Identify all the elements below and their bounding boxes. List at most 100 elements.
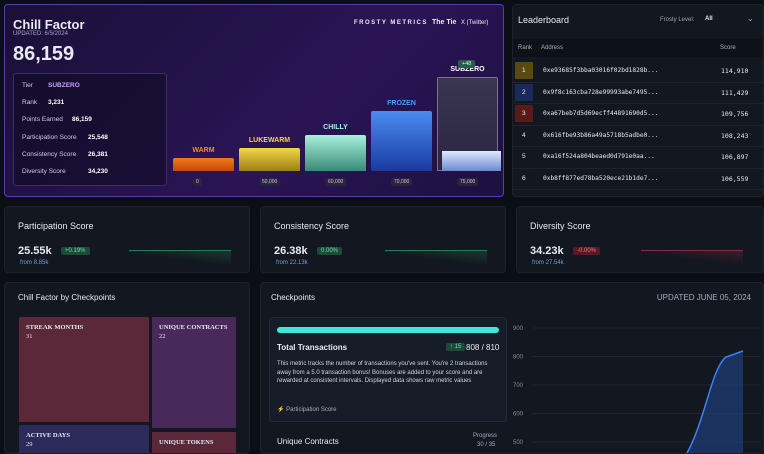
tier-bar bbox=[239, 148, 300, 171]
tier-threshold: 0 bbox=[193, 178, 202, 186]
row-divider bbox=[513, 146, 763, 147]
tier-bar bbox=[371, 111, 432, 171]
card-title: Diversity Score bbox=[530, 221, 591, 231]
card-change: 0.00% bbox=[317, 247, 343, 255]
tier-name: CHILLY bbox=[323, 124, 348, 131]
row-divider bbox=[513, 103, 763, 104]
address[interactable]: 0x9f8c163cba728e99993abe7495... bbox=[543, 88, 659, 96]
rank: 2 bbox=[522, 88, 526, 96]
filter-dropdown[interactable]: All bbox=[705, 16, 713, 22]
y-tick-label: 500 bbox=[513, 440, 524, 446]
stat-value: 26,381 bbox=[88, 150, 108, 158]
tier-bar bbox=[305, 135, 366, 171]
score: 111,429 bbox=[721, 88, 749, 97]
treemap-title: Chill Factor by Checkpoints bbox=[18, 293, 116, 302]
rank: 4 bbox=[522, 131, 526, 139]
card-value: 26.38k bbox=[274, 245, 308, 257]
progress-chart: 900 800 700 600 500 bbox=[513, 326, 761, 453]
card-change: -0.00% bbox=[573, 247, 601, 255]
treemap-panel: Chill Factor by Checkpoints STREAK MONTH… bbox=[4, 282, 250, 454]
tier-name: SUBZERO bbox=[450, 66, 485, 73]
tier-threshold: 60,000 bbox=[325, 178, 347, 186]
rank-badge bbox=[515, 83, 533, 101]
y-tick-label: 700 bbox=[513, 383, 524, 389]
stat-value: 3,231 bbox=[48, 99, 65, 107]
sparkline bbox=[641, 250, 743, 264]
row-divider bbox=[513, 167, 763, 169]
card-change: +0.19% bbox=[61, 247, 90, 255]
cell-name: STREAK MONTHS bbox=[26, 324, 84, 331]
rank: 6 bbox=[522, 174, 526, 182]
cell-name: ACTIVE DAYS bbox=[26, 432, 71, 439]
social-link[interactable]: X (Twitter) bbox=[461, 20, 489, 26]
stat-label: Participation Score bbox=[22, 133, 77, 141]
checkpoints-panel: Checkpoints UPDATED JUNE 05, 2024 Total … bbox=[260, 282, 764, 454]
address[interactable]: 0xe93685f3bba03016f02bd1828b... bbox=[543, 67, 659, 74]
treemap: STREAK MONTHS 31 UNIQUE CONTRACTS 22 ACTIVE … bbox=[5, 283, 249, 453]
card-from: from 8.85k bbox=[20, 260, 49, 266]
score: 86,159 bbox=[13, 43, 75, 65]
y-tick-label: 800 bbox=[513, 355, 524, 361]
cell-name: UNIQUE CONTRACTS bbox=[159, 324, 228, 331]
progress-bar bbox=[277, 327, 499, 333]
leaderboard-panel: Leaderboard Frosty Level: All ⌄ Rank Addr… bbox=[512, 4, 764, 197]
checkpoints-updated: UPDATED JUNE 05, 2024 bbox=[656, 293, 751, 302]
stat-value: 34,230 bbox=[88, 168, 108, 175]
stat-value: 86,159 bbox=[72, 116, 92, 124]
category: ⚡ Participation Score bbox=[277, 407, 337, 413]
title: Chill Factor bbox=[13, 17, 85, 32]
rank-badge bbox=[515, 105, 533, 122]
tier-bar bbox=[173, 158, 234, 171]
column-header: Address bbox=[541, 45, 564, 51]
score: 109,756 bbox=[721, 110, 749, 118]
header-row-bg bbox=[513, 39, 763, 57]
stat-label: Diversity Score bbox=[22, 168, 66, 175]
tier-threshold: 50,000 bbox=[259, 178, 281, 186]
tier-name: WARM bbox=[192, 147, 215, 154]
stat-value: 25,548 bbox=[88, 133, 108, 141]
score-card: Consistency Score 26.38k 0.00% from 22.13k bbox=[260, 206, 506, 273]
progress-text: 808 / 810 bbox=[466, 343, 500, 352]
address[interactable]: 0x616fbe93b86a49a5718b5adbe0... bbox=[543, 131, 659, 139]
leaderboard-title: Leaderboard bbox=[518, 15, 570, 25]
stat-label: Tier bbox=[22, 82, 33, 89]
tier-threshold: 75,000 bbox=[457, 178, 479, 186]
delta-badge: ↑ 15 bbox=[446, 343, 466, 351]
treemap-cell[interactable]: UNIQUE CONTRACTS 22 bbox=[152, 317, 236, 428]
score: 106,559 bbox=[721, 174, 749, 183]
next-metric: Unique Contracts bbox=[277, 437, 339, 446]
address[interactable]: 0xa67beb7d5d69ecff44891690d5... bbox=[543, 110, 659, 117]
treemap-cell[interactable]: UNIQUE TOKENS bbox=[152, 432, 236, 453]
stat-label: Points Earned bbox=[22, 116, 63, 124]
dropdown-arrow[interactable]: ⌄ bbox=[747, 14, 754, 23]
column-header: Rank bbox=[518, 45, 533, 51]
cell-value: 22 bbox=[159, 333, 166, 340]
checkpoint-card[interactable]: Total Transactions ↑ 15 808 / 810 This m… bbox=[269, 317, 507, 422]
treemap-cell[interactable]: STREAK MONTHS 31 bbox=[19, 317, 149, 422]
row-divider bbox=[513, 81, 763, 83]
card-title: Participation Score bbox=[18, 221, 94, 231]
address[interactable]: 0xb8ff877ed78ba520ece21b1de7... bbox=[543, 174, 659, 182]
partner[interactable]: The Tie bbox=[432, 19, 457, 26]
cell-value: 31 bbox=[26, 333, 33, 340]
next-label: Progress bbox=[473, 433, 498, 439]
card-title: Consistency Score bbox=[274, 221, 350, 231]
row-divider bbox=[513, 124, 763, 126]
rank: 1 bbox=[522, 67, 526, 74]
stat-label: Rank bbox=[22, 99, 38, 107]
area bbox=[687, 351, 743, 453]
tier-name: FROZEN bbox=[387, 100, 416, 107]
treemap-cell[interactable]: ACTIVE DAYS 29 bbox=[19, 425, 149, 453]
column-header: Score bbox=[720, 45, 736, 51]
address[interactable]: 0xa16f524a804beaed0d791e0aa... bbox=[543, 153, 655, 160]
card-value: 25.55k bbox=[18, 245, 52, 257]
score-card: Participation Score 25.55k +0.19% from 8.85… bbox=[4, 206, 250, 273]
stat-value: SUBZERO bbox=[48, 82, 80, 89]
cell-name: UNIQUE TOKENS bbox=[159, 439, 214, 446]
sparkline bbox=[385, 250, 487, 264]
score: 108,243 bbox=[721, 131, 749, 140]
score: 106,897 bbox=[721, 153, 749, 161]
metric-name: Total Transactions bbox=[277, 343, 348, 352]
brand: FROSTY METRICS bbox=[354, 20, 428, 26]
